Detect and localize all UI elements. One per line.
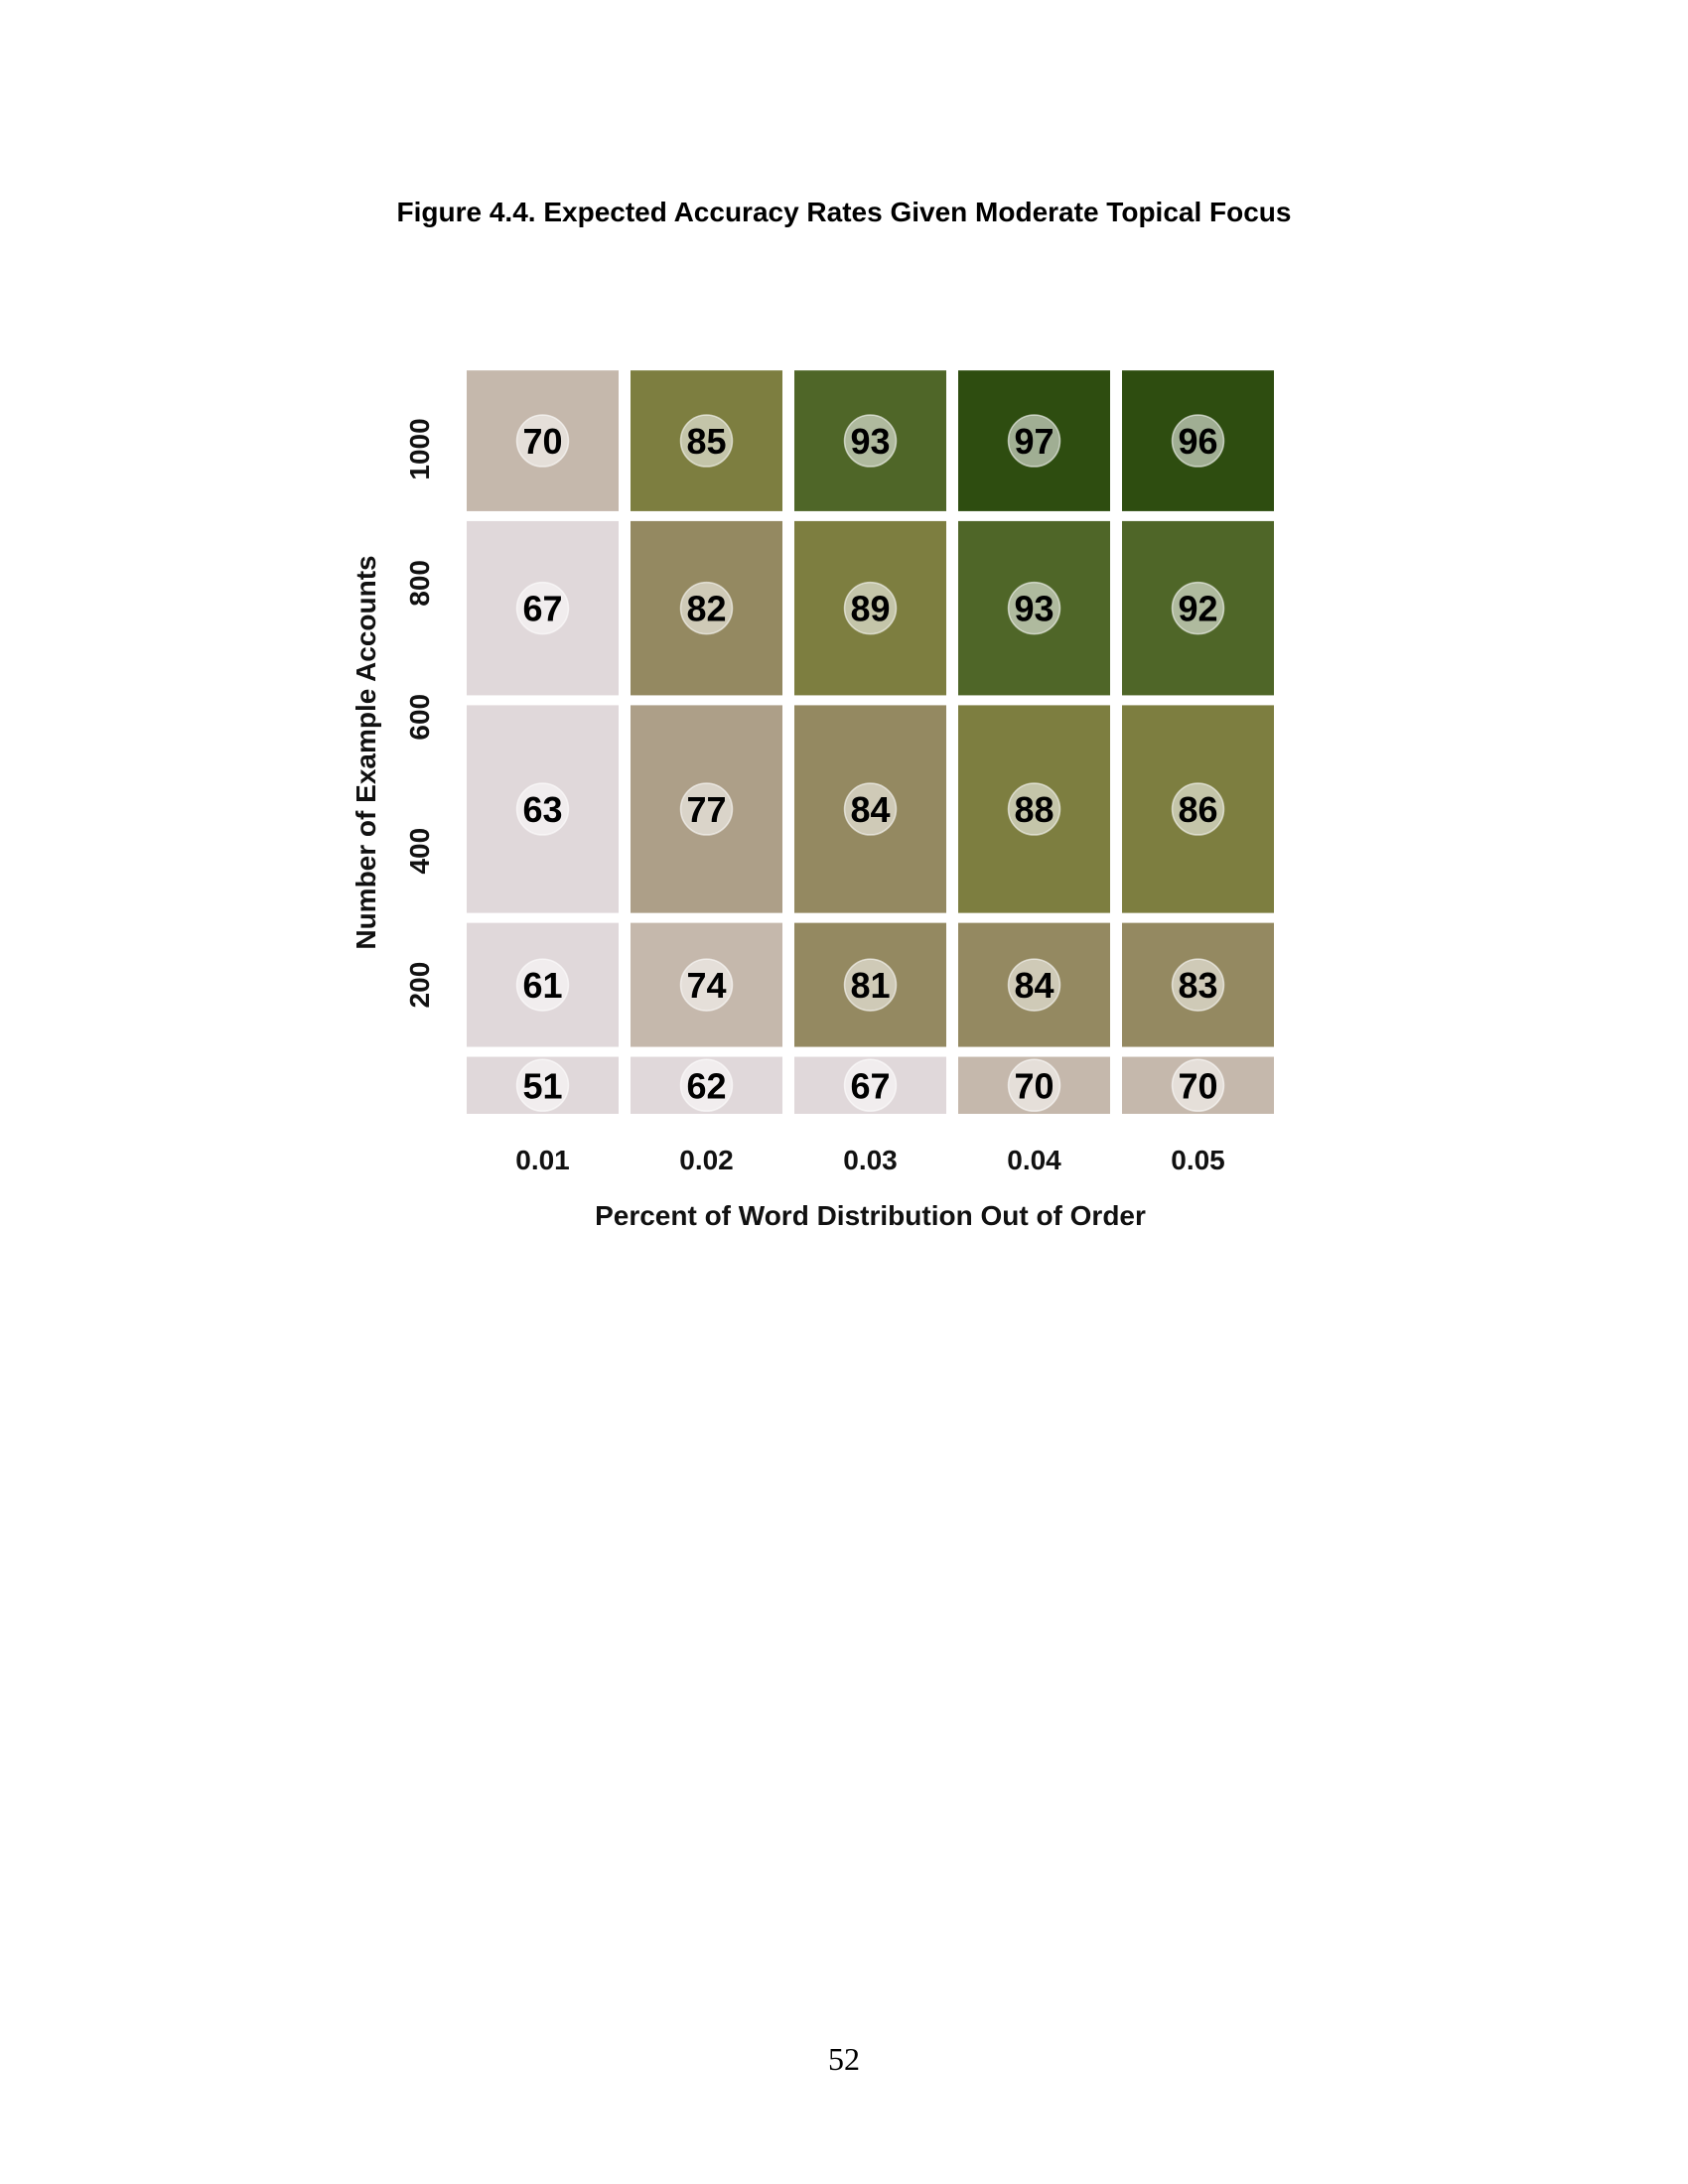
value-label-badge [843, 782, 898, 836]
cell-value-label: 74 [686, 965, 726, 1006]
cell-value-label: 70 [1178, 1065, 1217, 1106]
cell-value-label: 62 [686, 1065, 726, 1106]
value-label-badge [843, 581, 898, 635]
y-tick-labels: 200 400 600 800 1000 [404, 418, 435, 1008]
cell-value-label: 97 [1014, 421, 1054, 462]
cell-value-label: 67 [850, 1065, 890, 1106]
value-label-badge [1007, 958, 1061, 1012]
cell-value-label: 77 [686, 789, 726, 830]
value-label-badge [515, 782, 570, 836]
value-label-badge [1171, 1058, 1225, 1113]
cell-value-label: 83 [1178, 965, 1217, 1006]
cell-value-label: 81 [850, 965, 890, 1006]
value-label-badge [1007, 581, 1061, 635]
cell-value-label: 84 [850, 789, 890, 830]
value-label-badge [679, 1058, 734, 1113]
x-tick-label: 0.04 [1007, 1145, 1061, 1175]
value-label-badge [1007, 414, 1061, 468]
x-tick-label: 0.05 [1171, 1145, 1225, 1175]
value-label-badge [515, 414, 570, 468]
value-label-badge [1171, 581, 1225, 635]
value-label-badge [1171, 414, 1225, 468]
cell-value-label: 88 [1014, 789, 1054, 830]
cell-value-label: 67 [522, 589, 562, 629]
page-number: 52 [828, 2041, 860, 2077]
value-label-badge [1007, 1058, 1061, 1113]
figure-title: Figure 4.4. Expected Accuracy Rates Give… [396, 197, 1292, 227]
value-label-badge [1007, 782, 1061, 836]
cell-value-label: 92 [1178, 589, 1217, 629]
value-label-badge [1171, 958, 1225, 1012]
cell-value-label: 93 [1014, 589, 1054, 629]
x-axis-label: Percent of Word Distribution Out of Orde… [595, 1200, 1146, 1231]
x-tick-labels: 0.01 0.02 0.03 0.04 0.05 [515, 1145, 1225, 1175]
cell-value-label: 84 [1014, 965, 1054, 1006]
cell-value-label: 63 [522, 789, 562, 830]
value-label-badge [843, 1058, 898, 1113]
x-tick-label: 0.02 [679, 1145, 734, 1175]
y-tick-label: 200 [404, 962, 435, 1009]
value-label-badge [679, 782, 734, 836]
cell-value-label: 85 [686, 421, 726, 462]
y-tick-label: 600 [404, 694, 435, 741]
value-label-badge [515, 581, 570, 635]
value-label-badge [515, 958, 570, 1012]
cell-value-label: 86 [1178, 789, 1217, 830]
y-tick-label: 1000 [404, 418, 435, 479]
y-tick-label: 800 [404, 560, 435, 607]
cell-value-label: 70 [1014, 1065, 1054, 1106]
cell-value-label: 61 [522, 965, 562, 1006]
x-tick-label: 0.03 [843, 1145, 898, 1175]
value-label-badge [1171, 782, 1225, 836]
cell-value-label: 89 [850, 589, 890, 629]
heatmap-cells: 51 62 67 70 70 61 74 81 84 83 63 77 84 88 86 67 82 89 93 92… [467, 370, 1274, 1114]
value-label-badge [679, 958, 734, 1012]
value-label-badge [679, 581, 734, 635]
value-label-badge [679, 414, 734, 468]
cell-value-label: 70 [522, 421, 562, 462]
value-label-badge [515, 1058, 570, 1113]
cell-value-label: 93 [850, 421, 890, 462]
value-label-badge [843, 958, 898, 1012]
y-axis-label: Number of Example Accounts [351, 555, 381, 949]
x-tick-label: 0.01 [515, 1145, 570, 1175]
cell-value-label: 82 [686, 589, 726, 629]
cell-value-label: 51 [522, 1065, 562, 1106]
y-tick-label: 400 [404, 828, 435, 875]
cell-value-label: 96 [1178, 421, 1217, 462]
value-label-badge [843, 414, 898, 468]
